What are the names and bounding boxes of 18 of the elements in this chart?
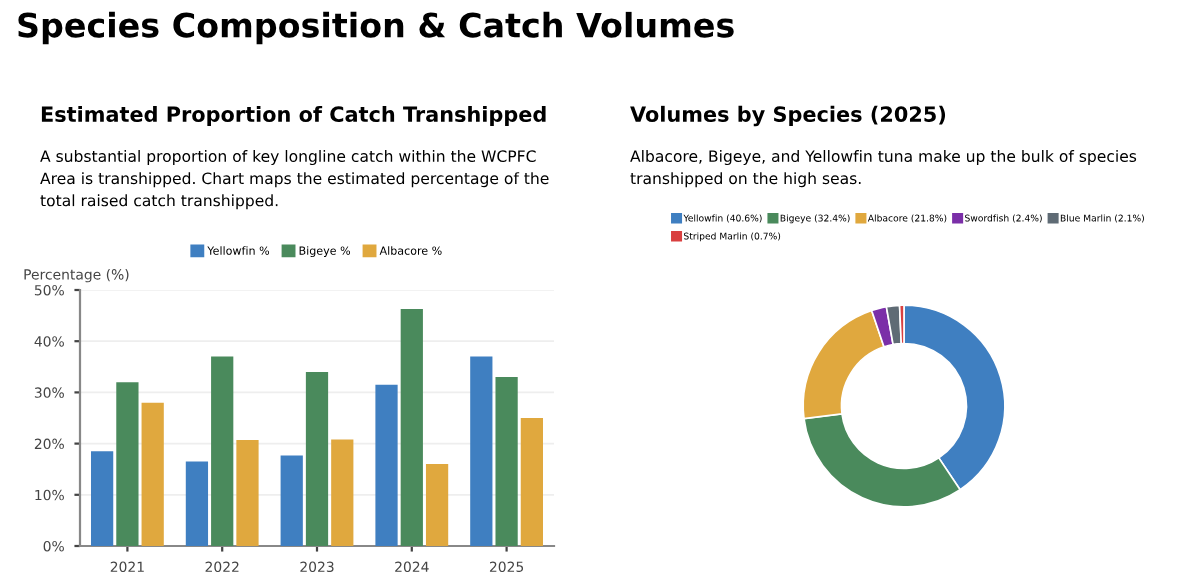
bar xyxy=(211,356,234,546)
bar xyxy=(116,382,139,546)
bar xyxy=(331,439,354,546)
bar xyxy=(91,451,114,546)
bar xyxy=(425,464,449,546)
bar xyxy=(520,418,543,546)
bar xyxy=(375,384,398,546)
bar xyxy=(470,356,493,546)
bar xyxy=(400,308,423,546)
bar xyxy=(185,461,209,546)
bar xyxy=(141,402,164,546)
bar xyxy=(495,377,518,546)
chart-title: Estimated Proportion of Catch Transhipped xyxy=(41,105,546,127)
bar xyxy=(305,371,329,546)
bar xyxy=(280,455,303,546)
chart-title: Volumes by Species (2025) xyxy=(630,105,946,127)
bar xyxy=(236,440,259,546)
text: Species Composition & Catch Volumes xyxy=(18,11,734,45)
